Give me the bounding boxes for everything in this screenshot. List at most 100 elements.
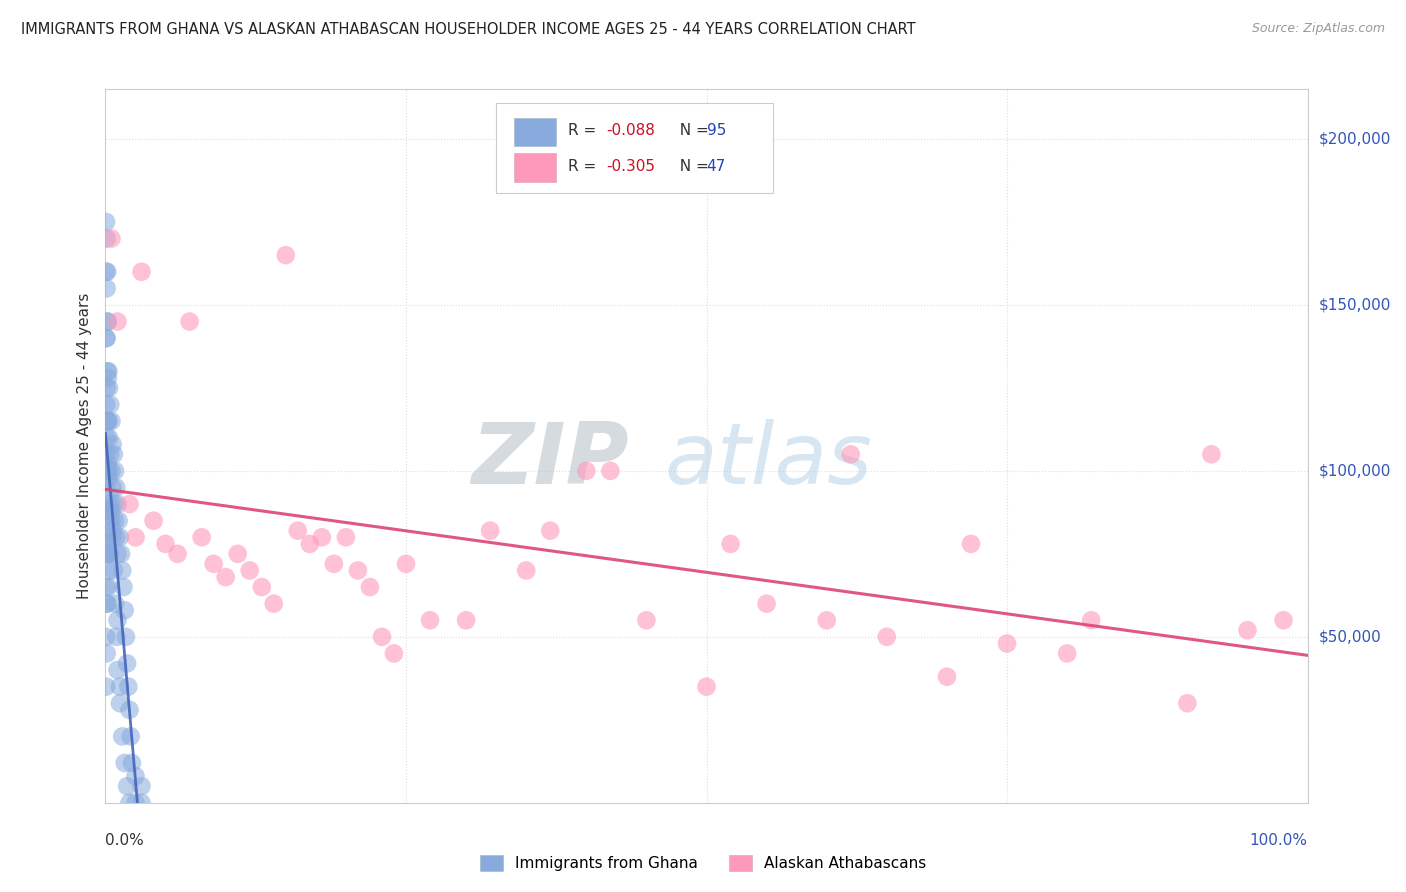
Text: Source: ZipAtlas.com: Source: ZipAtlas.com [1251,22,1385,36]
Point [696,680,718,694]
Point [335,530,357,544]
Point [103,564,125,578]
Point [100,414,122,428]
Point [124,796,146,810]
Point [108,530,131,544]
Point [110,547,132,561]
Point [96,231,118,245]
Point [250,580,273,594]
Point [94,331,117,345]
Point [107,547,129,561]
Point [105,630,128,644]
Point [121,756,143,770]
Point [1236,624,1258,638]
Point [1056,647,1078,661]
Point [105,530,128,544]
Legend: Immigrants from Ghana, Alaskan Athabascans: Immigrants from Ghana, Alaskan Athabasca… [474,849,932,877]
Point [214,570,236,584]
Point [100,231,122,245]
Point [101,530,124,544]
Point [479,524,502,538]
Point [124,530,146,544]
Point [575,464,598,478]
Text: N =: N = [671,123,714,138]
Point [97,457,120,471]
Point [636,613,658,627]
Point [98,497,121,511]
Text: 100.0%: 100.0% [1250,833,1308,848]
Point [97,414,120,428]
Point [97,547,120,561]
Point [107,497,129,511]
Point [98,397,121,411]
Point [103,447,125,461]
Point [98,381,121,395]
Point [1175,696,1198,710]
Text: R =: R = [568,123,602,138]
Point [347,564,370,578]
Point [118,497,141,511]
Point [876,630,898,644]
Point [190,530,212,544]
Point [115,657,138,671]
Point [114,603,136,617]
Point [108,696,131,710]
Point [936,670,959,684]
Point [960,537,983,551]
Point [96,547,118,561]
Point [96,504,118,518]
Point [142,514,165,528]
Point [755,597,778,611]
Point [538,524,561,538]
Point [98,547,121,561]
Point [111,564,134,578]
Point [107,314,129,328]
Point [97,464,120,478]
Text: -0.088: -0.088 [607,123,655,138]
Y-axis label: Householder Income Ages 25 - 44 years: Householder Income Ages 25 - 44 years [76,293,91,599]
Point [298,537,321,551]
Point [97,371,120,385]
Point [107,663,129,677]
Point [287,524,309,538]
Text: atlas: atlas [665,418,873,502]
Point [371,630,394,644]
Point [112,580,135,594]
Point [97,314,120,328]
Point [94,265,117,279]
Point [263,597,285,611]
Point [311,530,333,544]
Point [114,756,136,770]
Point [98,514,121,528]
Point [239,564,262,578]
Text: $200,000: $200,000 [1319,131,1391,146]
Point [322,557,344,571]
Point [155,537,177,551]
Point [101,437,124,451]
Point [96,597,118,611]
Point [98,431,121,445]
Point [94,397,117,411]
FancyBboxPatch shape [515,153,557,182]
Point [382,647,405,661]
Point [97,497,120,511]
Point [104,464,127,478]
Point [454,613,477,627]
Point [96,314,118,328]
Point [96,364,118,378]
Point [118,703,141,717]
Point [131,796,153,810]
Point [97,414,120,428]
Point [96,265,118,279]
Point [96,464,118,478]
Text: 47: 47 [707,159,725,174]
Point [118,796,141,810]
Point [98,447,121,461]
Text: -0.305: -0.305 [607,159,655,174]
Point [98,470,121,484]
Point [1201,447,1223,461]
Point [274,248,297,262]
Point [131,779,153,793]
Point [100,464,122,478]
Point [104,514,127,528]
